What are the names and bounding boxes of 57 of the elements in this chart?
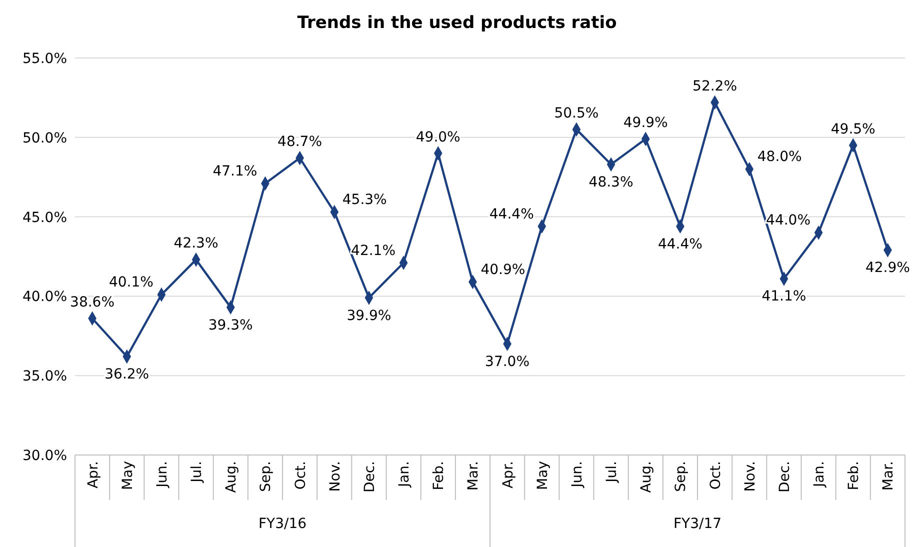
y-tick-label: 45.0% [22, 210, 67, 226]
x-tick-label: Aug. [224, 461, 240, 493]
y-tick-label: 50.0% [22, 130, 67, 146]
y-tick-label: 55.0% [22, 51, 67, 67]
x-tick-label: Oct. [708, 461, 724, 490]
data-label: 39.3% [208, 317, 253, 334]
data-label: 40.9% [480, 262, 526, 278]
data-label: 40.1% [108, 274, 154, 291]
x-tick-label: Mar. [880, 461, 897, 491]
x-tick-label: May [120, 461, 136, 490]
chart-title: Trends in the used products ratio [297, 13, 617, 33]
data-label: 44.4% [489, 206, 534, 222]
x-tick-label: Jun. [154, 461, 170, 488]
data-label: 44.4% [658, 236, 702, 252]
x-tick-label: Nov. [742, 461, 758, 492]
x-tick-label: Jan. [396, 461, 413, 488]
x-tick-label: Sep. [258, 461, 274, 492]
text: FY3/17 [673, 516, 722, 532]
y-tick-label: 40.0% [22, 289, 67, 306]
x-tick-label: Feb. [846, 461, 862, 490]
text: FY3/16 [258, 516, 307, 532]
x-tick-label: Nov. [327, 461, 344, 492]
data-label: 42.1% [351, 242, 396, 259]
data-label: 49.9% [623, 114, 668, 131]
data-label: 47.1% [212, 163, 258, 180]
x-tick-label: May [534, 461, 551, 490]
x-tick-label: Sep. [673, 461, 690, 492]
data-label: 50.5% [554, 105, 599, 122]
x-tick-label: Jul. [604, 461, 620, 484]
x-tick-label: Dec. [776, 461, 793, 493]
data-label: 39.9% [346, 308, 392, 324]
data-label: 41.1% [762, 288, 806, 305]
data-label: 48.7% [278, 134, 322, 150]
x-tick-label: Jan. [812, 461, 828, 488]
x-tick-label: Dec. [362, 461, 378, 493]
x-tick-label: Jun. [569, 461, 586, 488]
x-tick-label: Feb. [431, 461, 448, 490]
data-label: 45.3% [342, 192, 387, 208]
data-label: 49.0% [416, 129, 460, 146]
data-label: 48.0% [757, 149, 802, 166]
data-label: 42.3% [174, 236, 218, 252]
y-tick-label: 35.0% [22, 368, 67, 385]
data-label: 44.0% [766, 212, 811, 229]
x-tick-label: Aug. [638, 461, 655, 493]
data-label: 36.2% [104, 366, 150, 383]
data-label: 52.2% [692, 78, 738, 94]
data-label: 38.6% [70, 294, 115, 310]
x-tick-label: Oct. [292, 461, 309, 490]
data-label: 37.0% [485, 354, 530, 370]
x-tick-label: Apr. [500, 461, 516, 488]
x-tick-label: Jul. [189, 461, 206, 484]
data-label: 48.3% [588, 174, 634, 190]
x-tick-label: Apr. [85, 461, 102, 488]
data-label: 42.9% [865, 260, 910, 276]
data-label: 49.5% [830, 121, 876, 138]
y-tick-label: 30.0% [22, 448, 67, 464]
x-tick-label: Mar. [466, 461, 482, 491]
